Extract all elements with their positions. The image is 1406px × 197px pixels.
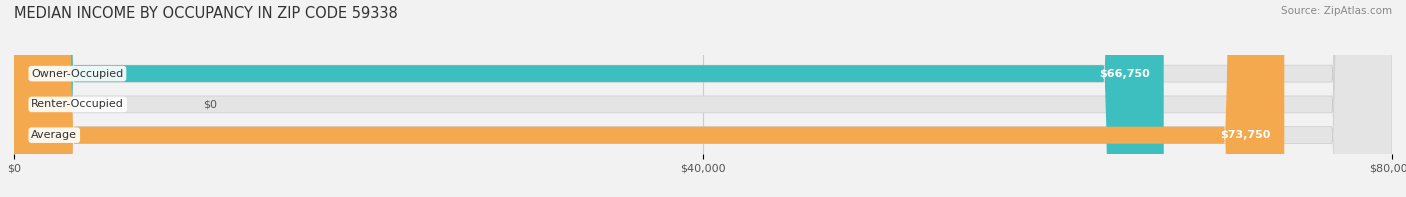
Text: Renter-Occupied: Renter-Occupied [31,99,124,109]
Text: $66,750: $66,750 [1099,69,1150,79]
Text: $73,750: $73,750 [1220,130,1271,140]
Text: MEDIAN INCOME BY OCCUPANCY IN ZIP CODE 59338: MEDIAN INCOME BY OCCUPANCY IN ZIP CODE 5… [14,6,398,21]
FancyBboxPatch shape [14,0,1392,197]
Text: $0: $0 [204,99,218,109]
FancyBboxPatch shape [14,0,1164,197]
Text: Average: Average [31,130,77,140]
FancyBboxPatch shape [14,0,1284,197]
Text: Owner-Occupied: Owner-Occupied [31,69,124,79]
FancyBboxPatch shape [14,0,1392,197]
Text: Source: ZipAtlas.com: Source: ZipAtlas.com [1281,6,1392,16]
FancyBboxPatch shape [14,0,1392,197]
